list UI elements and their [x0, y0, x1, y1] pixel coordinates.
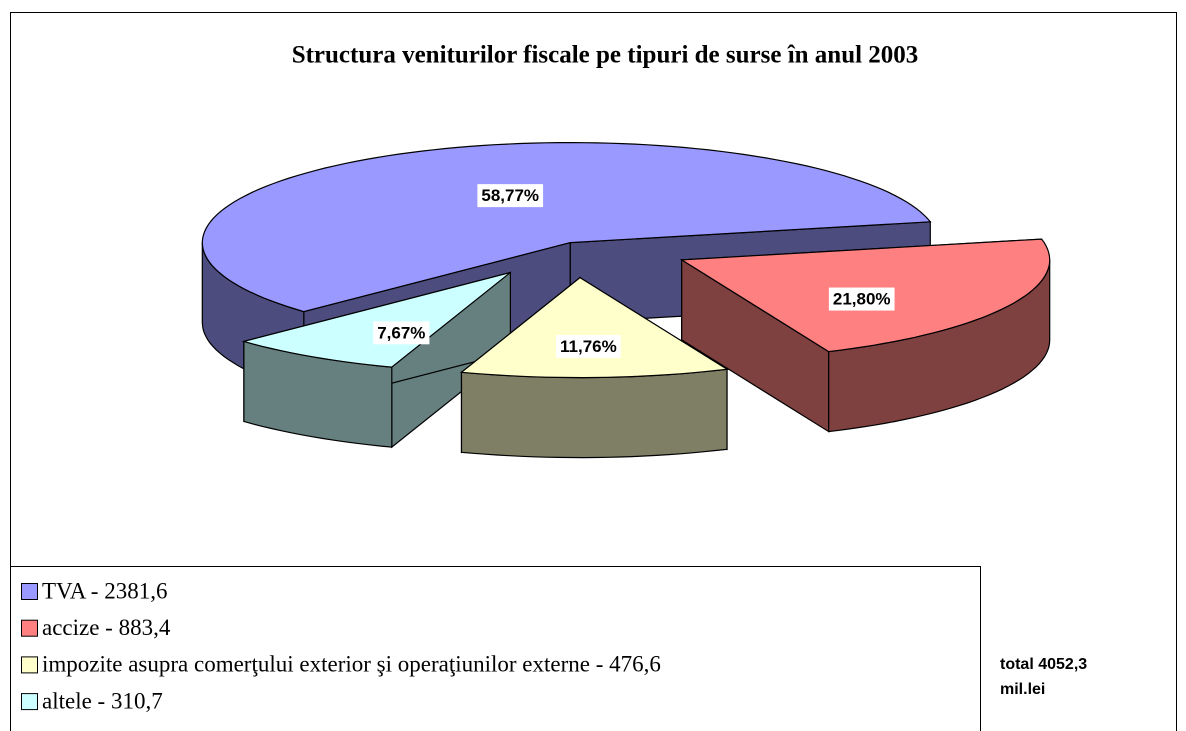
legend-swatch — [21, 693, 38, 711]
data-label-bg — [556, 335, 621, 359]
legend-label: TVA - 2381,6 — [42, 578, 167, 603]
legend-swatch — [21, 656, 38, 674]
data-label: 11,76% — [560, 337, 617, 356]
data-label: 21,80% — [833, 290, 891, 309]
pie: 58,77% 21,80% 11,76% 7,67% — [201, 142, 1051, 459]
legend-box — [10, 566, 981, 731]
legend-label: accize - 883,4 — [42, 615, 171, 640]
slice — [241, 271, 511, 368]
legend-label: impozite asupra comerţului exterior şi o… — [42, 652, 661, 677]
chart-frame — [10, 12, 1177, 731]
data-label-bg — [373, 321, 430, 345]
slice — [459, 276, 729, 379]
legend-swatch — [21, 619, 38, 637]
data-label: 7,67% — [377, 323, 425, 342]
data-label-bg — [477, 184, 544, 208]
legend-swatch — [21, 583, 38, 600]
slice-wall — [460, 368, 728, 459]
legend-label: altele - 310,7 — [42, 688, 163, 713]
data-label: 58,77% — [481, 186, 539, 205]
legend: TVA - 2381,6 accize - 883,4 impozite asupr… — [21, 578, 661, 713]
note: total 4052,3 — [1000, 656, 1087, 673]
data-label-bg — [828, 287, 895, 311]
note: mil.lei — [1000, 681, 1045, 698]
chart-title: Structura veniturilor fiscale pe tipuri … — [292, 42, 919, 69]
slice — [201, 142, 932, 313]
